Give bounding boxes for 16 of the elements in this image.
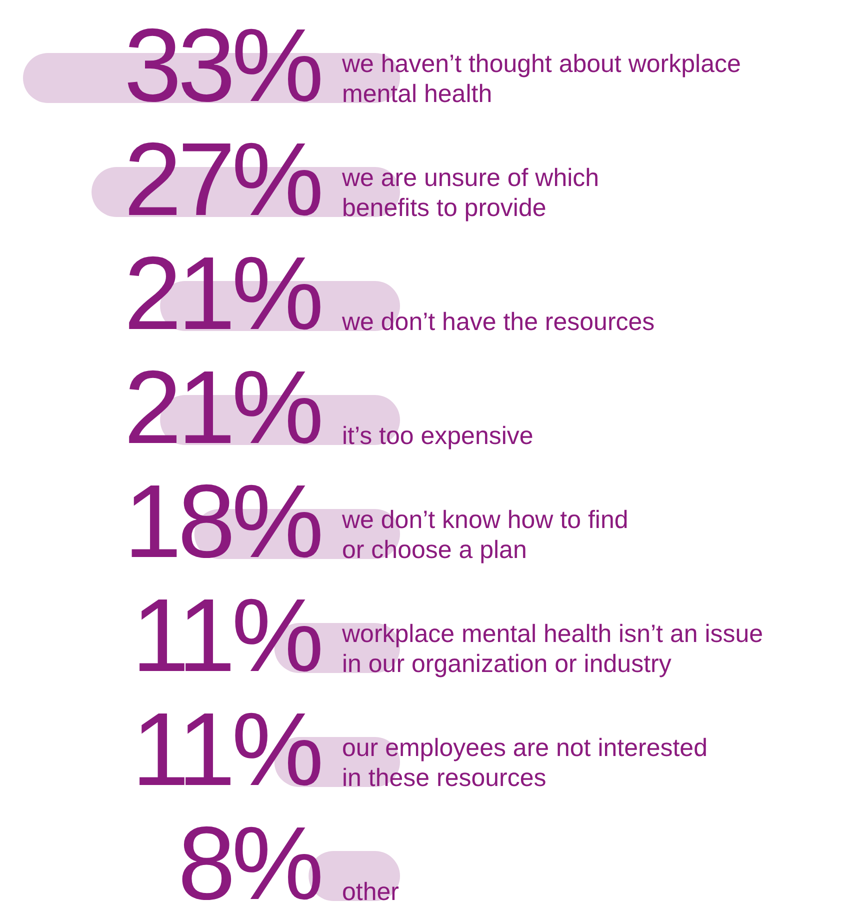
data-label: 33% [124,8,321,124]
data-label: 8% [178,806,321,922]
y-tick-label: we don’t have the resources [341,308,655,336]
y-tick-label: other [342,878,399,906]
y-tick-label: we don’t know how to find or choose a plan [341,506,628,564]
data-label: 21% [124,350,321,466]
y-tick-label: workplace mental health isn’t an issue in our organization or industry [341,620,764,678]
data-label: 11% [132,578,321,694]
y-tick-label: we haven’t thought about workplace mental health [341,50,741,108]
data-label: 18% [124,464,321,580]
y-tick-label: we are unsure of which benefits to provide [341,164,600,222]
data-label: 21% [124,236,321,352]
y-tick-label: our employees are not interested in these resources [342,734,708,792]
data-label: 27% [124,122,321,238]
data-label: 11% [132,692,321,808]
y-tick-label: it’s too expensive [342,422,534,450]
